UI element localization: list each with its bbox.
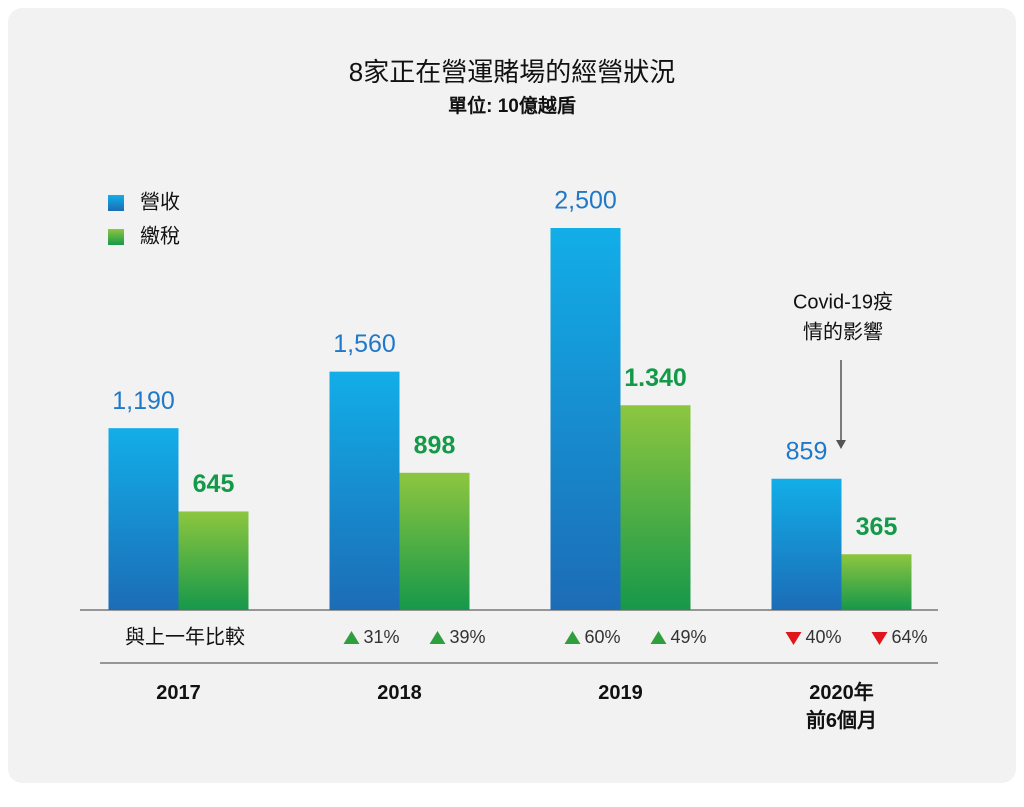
x-tick-label: 2020年 前6個月 (805, 682, 878, 732)
value-label: 365 (856, 513, 898, 541)
change-label: 49% (671, 627, 707, 647)
background (8, 8, 1016, 783)
legend-label: 營收 (140, 190, 180, 213)
legend-swatch (108, 195, 124, 211)
annotation-arrowhead (836, 440, 846, 449)
bar (329, 371, 400, 610)
change-indicator (785, 632, 802, 645)
change-indicator (871, 632, 888, 645)
change-label: 60% (585, 627, 621, 647)
bar (620, 405, 691, 610)
change-label: 31% (364, 627, 400, 647)
bar (399, 472, 470, 610)
x-tick-label: 2019 (598, 682, 643, 704)
legend-label: 繳稅 (140, 224, 180, 247)
x-tick-label: 2018 (377, 682, 422, 704)
value-label: 1.340 (624, 364, 687, 392)
change-indicator (343, 631, 360, 644)
change-indicator (564, 631, 581, 644)
change-label: 39% (450, 627, 486, 647)
annotation: 情的影響 (803, 320, 883, 343)
value-label: 898 (414, 431, 456, 459)
change-indicator (429, 631, 446, 644)
legend-swatch (108, 229, 124, 245)
change-indicator (650, 631, 667, 644)
chart-subtitle: 單位: 10億越盾 (448, 94, 576, 117)
chart-title: 8家正在營運賭場的經營狀況 (349, 57, 675, 87)
value-label: 645 (193, 470, 235, 498)
annotation: Covid-19疫 (793, 290, 893, 313)
bar (550, 228, 621, 610)
value-label: 859 (786, 437, 828, 465)
value-label: 1,560 (333, 330, 396, 358)
value-label: 1,190 (112, 387, 175, 415)
value-label: 2,500 (554, 187, 617, 215)
x-tick-label: 2017 (156, 682, 201, 704)
bar (841, 554, 912, 610)
bar (178, 511, 249, 610)
comparison-label: 與上一年比較 (125, 625, 245, 648)
bar (771, 478, 842, 610)
change-label: 40% (806, 627, 842, 647)
bar (108, 428, 179, 610)
change-label: 64% (892, 627, 928, 647)
